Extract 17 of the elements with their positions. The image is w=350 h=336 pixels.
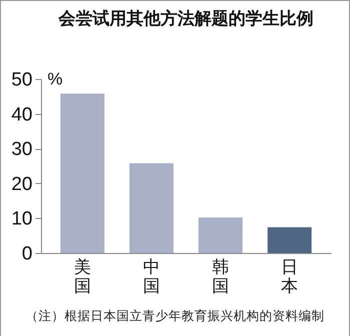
y-tick-label: 40 [11, 104, 32, 126]
bar [60, 94, 104, 253]
y-tick-label: 0 [22, 244, 32, 264]
y-tick-label: 50 [11, 70, 32, 90]
chart-title: 会尝试用其他方法解题的学生比例 [58, 9, 314, 29]
x-tick-label: 日本 [281, 258, 298, 296]
text: （注）根据日本国立青少年教育振兴机构的资料编制 [24, 308, 326, 325]
y-tick-label: 20 [11, 174, 32, 195]
y-tick-label: 10 [11, 208, 32, 230]
bar [268, 227, 312, 253]
bar [129, 163, 174, 253]
bar [198, 218, 243, 253]
x-tick-label: 中国 [142, 258, 160, 296]
y-tick-label: 30 [11, 139, 32, 160]
y-axis-title: % [48, 70, 63, 88]
x-tick-label: 韩国 [212, 258, 230, 296]
x-tick-label: 美国 [74, 258, 91, 296]
